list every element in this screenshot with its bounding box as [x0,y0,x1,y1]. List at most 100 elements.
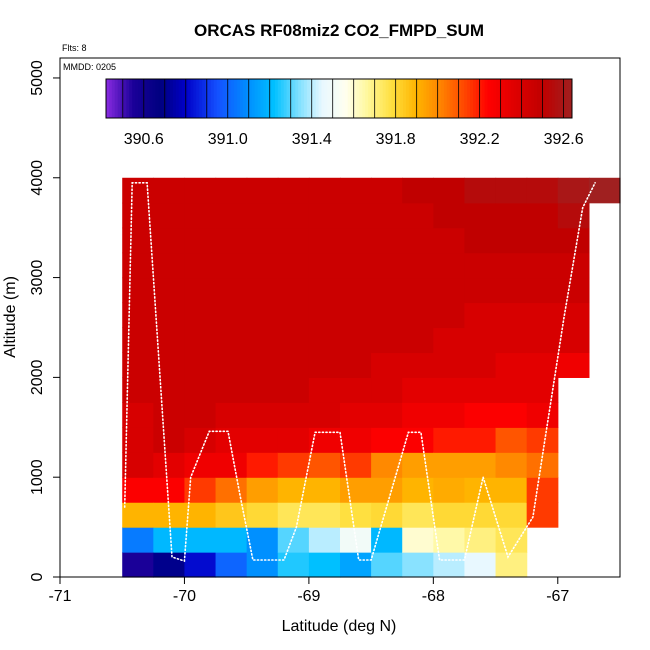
heatmap-cell [184,377,217,403]
heatmap-cell [557,177,590,204]
colorbar-segment [167,79,171,118]
heatmap-cell [308,327,341,354]
colorbar-segment [516,79,521,118]
y-tick-label: 1000 [29,459,46,495]
heatmap-cell [277,552,310,578]
colorbar-segment [117,79,122,118]
colorbar-segment [365,79,369,118]
heatmap-cell [557,202,590,229]
colorbar-segment [461,79,465,118]
colorbar-segment [411,79,416,118]
heatmap-cell [215,527,248,553]
colorbar-segment [155,79,159,118]
colorbar-segment [440,79,445,118]
heatmap-cell [495,527,528,553]
heatmap-cell [246,427,279,453]
colorbar-segment [257,79,261,118]
heatmap-cell [215,552,248,578]
heatmap-cell [371,352,403,378]
colorbar-segment [228,79,232,118]
colorbar-segment [467,79,471,118]
heatmap-cell [402,527,434,553]
heatmap-cell [464,377,497,403]
heatmap-cell [153,227,186,254]
heatmap-cell [495,427,528,453]
colorbar-segment [557,79,561,118]
heatmap-cell [277,477,310,503]
heatmap-cell [464,452,497,478]
heatmap-cell [308,502,341,528]
heatmap-cell [464,552,497,578]
colorbar-segment [237,79,241,118]
colorbar-segment [388,79,392,118]
plot-frame [59,57,621,578]
heatmap-cell [184,202,217,229]
colorbar-segment [443,79,448,118]
x-tick-label: -70 [173,588,196,605]
heatmap-cell [433,227,466,254]
colorbar-segment [347,79,352,118]
heatmap-cell [184,252,217,279]
colorbar-segment [423,79,427,118]
heatmap-cell [340,327,372,354]
colorbar-segment [210,79,215,118]
y-tick-label: 4000 [29,160,46,196]
colorbar-segment [143,79,148,118]
colorbar-segment [158,79,162,118]
flights-annotation: Flts: 8 [62,43,87,53]
heatmap-cell [464,352,497,378]
heatmap-cell [215,252,248,279]
colorbar-segment [446,79,451,118]
x-tick-label: -71 [48,588,71,605]
heatmap-cell [122,277,154,304]
heatmap-cell [526,177,559,204]
heatmap-cell [215,327,248,354]
colorbar-tick-label: 391.4 [292,131,332,148]
heatmap-cell [433,502,466,528]
colorbar-segment [216,79,221,118]
colorbar-segment [164,79,168,118]
colorbar-segment [487,79,491,118]
colorbar-segment [283,79,288,118]
colorbar-segment [213,79,218,118]
colorbar-segment [545,79,550,118]
heatmap-cell [340,277,372,304]
heatmap-cell [215,227,248,254]
heatmap-cell [308,227,341,254]
colorbar-segment [496,79,500,118]
colorbar-segment [408,79,413,118]
heatmap-cell [122,302,154,329]
heatmap-cell [215,477,248,503]
heatmap-cell [464,402,497,428]
heatmap-cell [402,227,434,254]
colorbar-segment [537,79,541,118]
colorbar-segment [569,79,573,118]
colorbar-segment [554,79,558,118]
heatmap-cell [371,477,403,503]
heatmap-cell [526,277,559,304]
heatmap-cell [340,552,372,578]
heatmap-cell [464,327,497,354]
colorbar-segment [493,79,497,118]
colorbar-segment [435,79,439,118]
colorbar-segment [528,79,532,118]
heatmap-cell [402,252,434,279]
colorbar-segment [135,79,139,118]
colorbar-segment [362,79,366,118]
heatmap-cell [340,252,372,279]
heatmap-cell [495,277,528,304]
heatmap-cell [340,227,372,254]
colorbar-segment [277,79,282,118]
colorbar-segment [336,79,340,118]
heatmap-cell [215,377,248,403]
colorbar-segment [531,79,535,118]
colorbar-segment [181,79,186,118]
heatmap-cell [215,402,248,428]
colorbar-segment [138,79,142,118]
heatmap-cell [402,277,434,304]
heatmap-cell [246,352,279,378]
heatmap-cell [340,477,372,503]
colorbar-segment [172,79,177,118]
colorbar-segment [178,79,183,118]
